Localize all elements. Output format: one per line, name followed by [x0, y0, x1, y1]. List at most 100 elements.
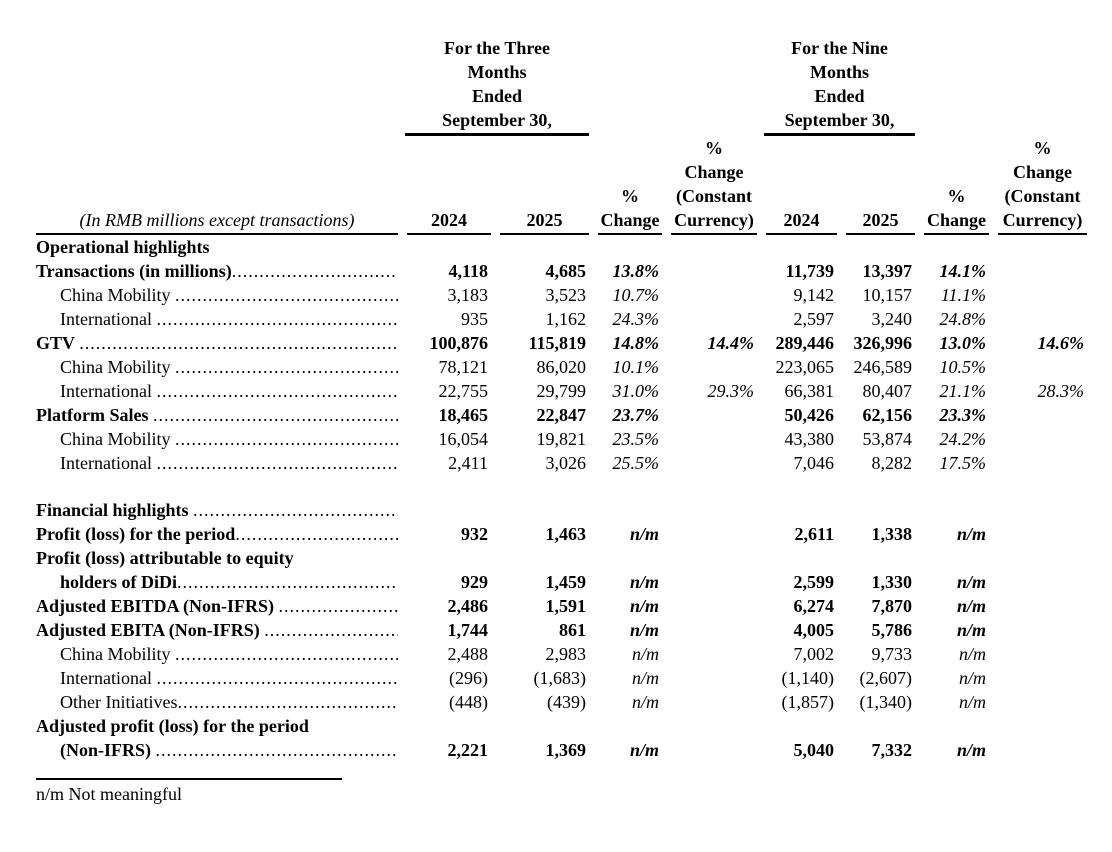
cell-9m-2024: 11,739 [785, 261, 834, 281]
cell-3m-2025: 1,459 [545, 572, 587, 592]
row-label: China Mobility [60, 429, 176, 449]
table-row: GTV 100,876 115,819 14.8% 14.4% 289,446 326,9… [36, 331, 1087, 355]
cell-3m-2025: 2,983 [545, 644, 587, 664]
row-label-cell: Profit (loss) attributable to equity [36, 546, 398, 570]
cell-9m-pct-change-constant-currency [989, 546, 1087, 570]
cell-9m-pct-change-constant-currency [989, 594, 1087, 618]
dot-leader [156, 451, 398, 475]
cell-3m-pct-change-constant-currency [662, 307, 757, 331]
row-label: Transactions (in millions) [36, 261, 232, 281]
cell-9m-pct-change-constant-currency: 28.3% [1037, 381, 1085, 401]
group-header-nine-months-text: For the Nine Months Ended September 30, [764, 36, 915, 136]
cell-9m-pct-change-constant-currency [989, 570, 1087, 594]
cell-3m-2025: 1,162 [545, 309, 587, 329]
row-label: Other Initiatives [60, 692, 178, 712]
table-row: (Non-IFRS) 2,221 1,369 n/m 5,040 7,332 n/m [36, 738, 1087, 762]
cell-9m-2025 [837, 498, 915, 522]
cell-9m-2024: 2,611 [794, 524, 834, 544]
dot-leader [175, 355, 398, 379]
cell-3m-pct-change: 10.7% [612, 285, 660, 305]
cell-9m-2024: 223,065 [775, 357, 835, 377]
table-row: Adjusted EBITA (Non-IFRS) 1,744 861 n/m 4,0… [36, 618, 1087, 642]
dot-leader [235, 522, 398, 546]
table-row: Adjusted profit (loss) for the period [36, 714, 1087, 738]
cell-3m-2025: 1,369 [545, 740, 587, 760]
cell-9m-pct-change: 23.3% [939, 405, 987, 425]
cell-3m-pct-change-constant-currency [662, 427, 757, 451]
table-row: International 2,411 3,026 25.5% 7,046 8,282 1… [36, 451, 1087, 475]
cell-3m-pct-change-constant-currency [662, 235, 757, 259]
cell-3m-pct-change-constant-currency: 14.4% [707, 333, 755, 353]
cell-3m-2025 [491, 235, 589, 259]
column-header-3m-pct-change: % Change [589, 136, 662, 235]
column-header-row: (In RMB millions except transactions) 20… [36, 136, 1087, 235]
cell-9m-pct-change [915, 714, 989, 738]
table-row: China Mobility 78,121 86,020 10.1% 223,065 2… [36, 355, 1087, 379]
cell-3m-pct-change [589, 714, 662, 738]
cell-9m-2024 [757, 714, 837, 738]
cell-3m-pct-change: n/m [632, 692, 659, 712]
group-gap-spacer [915, 36, 1087, 136]
cell-9m-pct-change-constant-currency [989, 451, 1087, 475]
table-row: China Mobility 3,183 3,523 10.7% 9,142 10,15… [36, 283, 1087, 307]
cell-9m-2025: 62,156 [862, 405, 913, 425]
group-header-row: For the Three Months Ended September 30,… [36, 36, 1087, 136]
cell-3m-2025 [491, 714, 589, 738]
cell-9m-2024: 5,040 [793, 740, 835, 760]
unit-note-cell: (In RMB millions except transactions) [36, 136, 398, 235]
cell-3m-pct-change-constant-currency [662, 451, 757, 475]
row-label: China Mobility [60, 644, 176, 664]
table-row: Adjusted EBITDA (Non-IFRS) 2,486 1,591 n/m… [36, 594, 1087, 618]
group-gap-spacer [589, 36, 757, 136]
document-page: For the Three Months Ended September 30,… [0, 0, 1112, 806]
cell-9m-pct-change-constant-currency [989, 666, 1087, 690]
row-label-cell: Profit (loss) for the period [36, 522, 398, 546]
cell-9m-pct-change [915, 235, 989, 259]
cell-3m-2024: 78,121 [438, 357, 489, 377]
row-label-cell: Financial highlights [36, 498, 398, 522]
column-header-3m-2024: 2024 [398, 136, 491, 235]
footnote-rule [36, 778, 342, 780]
table-row: China Mobility 2,488 2,983 n/m 7,002 9,733 n/… [36, 642, 1087, 666]
dot-leader [156, 738, 398, 762]
cell-3m-pct-change: 14.8% [612, 333, 660, 353]
row-label-cell: holders of DiDi [36, 570, 398, 594]
cell-3m-2025: 29,799 [536, 381, 587, 401]
row-label: Operational highlights [36, 237, 210, 257]
row-label-cell: Adjusted profit (loss) for the period [36, 714, 398, 738]
financial-highlights-table: For the Three Months Ended September 30,… [36, 36, 1087, 762]
cell-3m-2024: (448) [449, 692, 488, 712]
row-label: Profit (loss) attributable to equity [36, 548, 294, 568]
cell-3m-2024: 18,465 [438, 405, 489, 425]
dot-leader [175, 283, 398, 307]
cell-3m-pct-change-constant-currency [662, 283, 757, 307]
table-row: Other Initiatives (448) (439) n/m (1,857) (1,… [36, 690, 1087, 714]
cell-9m-2024: 6,274 [793, 596, 835, 616]
cell-3m-2025: 3,026 [545, 453, 587, 473]
cell-3m-pct-change: n/m [629, 740, 659, 760]
cell-3m-pct-change-constant-currency [662, 594, 757, 618]
column-header-3m-pct-change-constant-currency: % Change (Constant Currency) [662, 136, 757, 235]
table-row: International 935 1,162 24.3% 2,597 3,240 24.… [36, 307, 1087, 331]
cell-9m-2025: 8,282 [871, 453, 913, 473]
row-label-cell: Transactions (in millions) [36, 259, 398, 283]
cell-9m-pct-change: 14.1% [939, 261, 987, 281]
cell-3m-pct-change-constant-currency [662, 714, 757, 738]
cell-3m-pct-change-constant-currency [662, 403, 757, 427]
dot-leader [193, 498, 398, 522]
cell-9m-2024: 4,005 [793, 620, 835, 640]
cell-9m-pct-change-constant-currency [989, 738, 1087, 762]
row-label: (Non-IFRS) [60, 740, 156, 760]
cell-3m-pct-change [589, 498, 662, 522]
cell-9m-2025: 10,157 [862, 285, 913, 305]
cell-3m-2024 [398, 546, 491, 570]
cell-9m-2025: 13,397 [862, 261, 913, 281]
cell-9m-pct-change: 24.8% [939, 309, 987, 329]
cell-9m-2025: 246,589 [853, 357, 913, 377]
cell-3m-2025: 19,821 [536, 429, 587, 449]
column-header-9m-2024: 2024 [757, 136, 837, 235]
row-label-cell: International [36, 379, 398, 403]
cell-9m-pct-change-constant-currency [989, 259, 1087, 283]
cell-9m-pct-change: 21.1% [939, 381, 987, 401]
table-row: China Mobility 16,054 19,821 23.5% 43,380 53… [36, 427, 1087, 451]
